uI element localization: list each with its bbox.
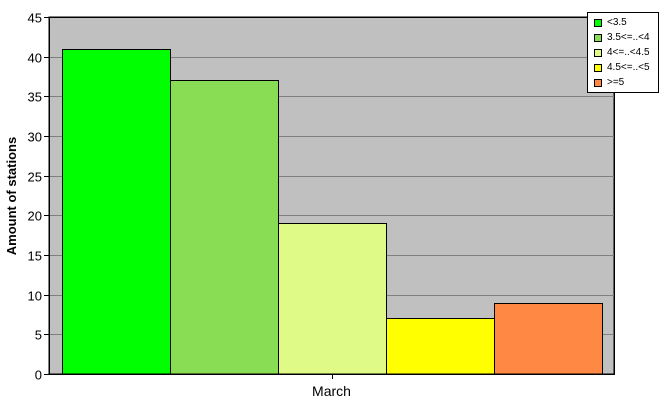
y-tick-label: 5 [35,328,42,343]
bars [62,49,603,375]
legend-item: 4.5<=..<5 [588,60,658,75]
legend-swatch [594,48,602,57]
legend-item: <3.5 [588,15,658,30]
y-tick-label: 30 [28,130,42,145]
legend-swatch [594,63,602,72]
legend-swatch [594,18,602,27]
legend-label: 4<=..<4.5 [607,46,650,58]
chart-legend: <3.5 3.5<=..<4 4<=..<4.5 4.5<=..<5 >=5 [587,12,659,93]
y-tick-label: 25 [28,170,42,185]
y-axis-ticks: 0 5 10 15 20 25 30 35 40 45 [28,11,49,383]
bar-series-4 [494,303,603,375]
bar-series-2 [278,223,387,375]
y-tick-label: 10 [28,289,42,304]
y-tick-label: 35 [28,90,42,105]
legend-label: 3.5<=..<4 [607,31,650,43]
plot-border [49,17,615,375]
legend-item: 4<=..<4.5 [588,45,658,60]
y-tick-label: 45 [28,11,42,26]
legend-item: 3.5<=..<4 [588,30,658,45]
legend-item: >=5 [588,75,658,90]
legend-label: >=5 [607,76,625,88]
x-axis-ticks: March [312,374,351,399]
legend-label: <3.5 [607,16,627,28]
y-tick-label: 0 [35,368,42,383]
y-axis-label: Amount of stations [4,137,19,255]
bar-series-1 [170,80,279,375]
legend-swatch [594,78,602,87]
y-tick-label: 40 [28,51,42,66]
legend-label: 4.5<=..<5 [607,61,650,73]
x-tick-label: March [312,383,351,399]
legend-swatch [594,33,602,42]
y-tick-label: 20 [28,209,42,224]
bar-series-0 [62,49,171,375]
bar-series-3 [386,318,495,375]
y-tick-label: 15 [28,249,42,264]
